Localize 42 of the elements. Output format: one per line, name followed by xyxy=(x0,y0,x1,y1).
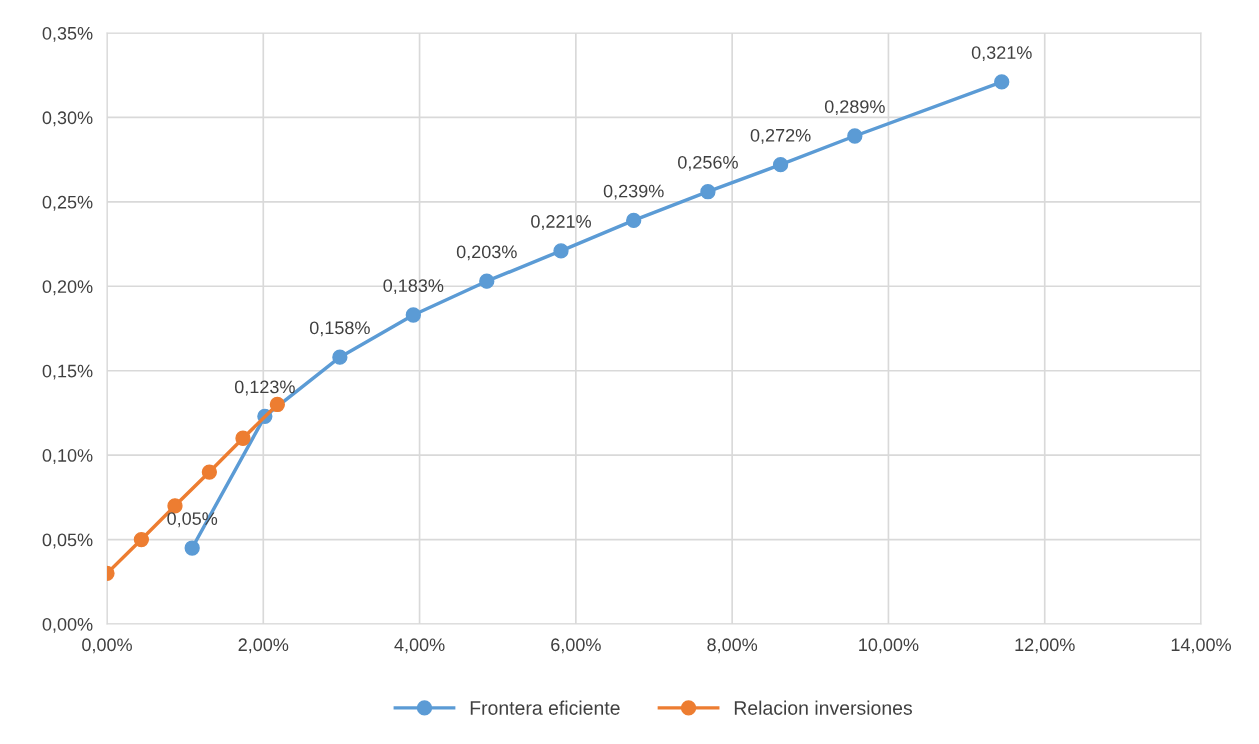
point xyxy=(332,349,348,365)
data-label: 0,123% xyxy=(234,380,295,396)
point xyxy=(479,273,495,289)
x-tick-label: 6,00% xyxy=(551,638,601,654)
data-label: 0,158% xyxy=(309,321,370,337)
point xyxy=(269,396,285,413)
point xyxy=(847,128,863,144)
legend-label: Frontera eficiente xyxy=(470,700,620,715)
data-label: 0,183% xyxy=(383,279,444,295)
data-label: 0,321% xyxy=(971,46,1032,62)
point xyxy=(235,430,251,446)
y-tick-label: 0,15% xyxy=(42,364,93,380)
point xyxy=(700,184,716,200)
point xyxy=(626,212,642,229)
y-tick-label: 0,25% xyxy=(42,195,93,211)
y-tick-label: 0,35% xyxy=(42,26,93,42)
point xyxy=(133,531,150,548)
y-tick-label: 0,05% xyxy=(42,533,93,549)
point xyxy=(553,243,569,259)
data-label: 0,203% xyxy=(456,245,517,261)
point xyxy=(772,157,789,173)
data-label: 0,221% xyxy=(531,215,591,230)
x-tick-label: 14,00% xyxy=(1171,638,1231,654)
x-tick-label: 4,00% xyxy=(394,638,445,654)
data-label: 0,289% xyxy=(824,100,885,116)
x-tick-label: 12,00% xyxy=(1015,638,1075,654)
y-tick-label: 0,30% xyxy=(42,111,93,127)
x-tick-label: 2,00% xyxy=(238,638,289,654)
point xyxy=(184,540,200,556)
point xyxy=(405,307,421,323)
y-tick-label: 0,20% xyxy=(42,280,93,296)
y-tick-label: 0,00% xyxy=(42,617,93,633)
point xyxy=(201,464,218,480)
legend-label: Relacion inversiones xyxy=(734,700,912,715)
data-label: 0,256% xyxy=(678,155,738,171)
y-tick-label: 0,10% xyxy=(42,449,93,464)
x-tick-label: 8,00% xyxy=(707,638,758,654)
point xyxy=(994,74,1010,90)
x-tick-label: 0,00% xyxy=(82,638,132,654)
data-label: 0,239% xyxy=(603,184,664,200)
x-tick-label: 10,00% xyxy=(859,638,919,654)
data-label: 0,272% xyxy=(750,128,811,144)
